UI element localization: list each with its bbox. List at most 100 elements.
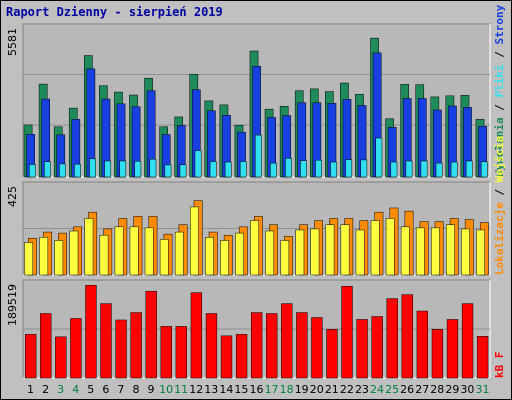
bar-wejscia-day-31 [476,229,485,276]
bar-wejscia-day-5 [84,218,94,276]
ymax-label-top: 5581 [6,28,19,56]
bar-kb-day-27 [416,310,429,379]
bar-wejscia-day-26 [400,226,410,276]
x-tick-label: 4 [72,383,79,396]
bar-kb-day-24 [371,316,383,379]
x-tick-label: 31 [475,383,489,396]
x-tick-label: 7 [117,383,124,396]
x-tick-label: 30 [460,383,474,396]
bar-wejscia-day-13 [205,237,214,276]
bar-wejscia-day-22 [340,224,350,276]
x-tick-label: 10 [159,383,173,396]
bar-wejscia-day-2 [39,237,49,276]
bar-pliki-day-4 [74,163,81,178]
bars [23,37,489,379]
bar-wejscia-day-21 [325,224,335,276]
bar-kb-day-26 [401,294,413,379]
bar-kb-day-31 [476,336,489,379]
legend-entry: Wejścia [493,136,506,182]
bar-pliki-day-26 [405,160,413,178]
legend-entry: Strony [493,4,506,44]
legend-entry: Lokalizacje [493,202,506,275]
bar-wejscia-day-11 [174,231,184,276]
bar-pliki-day-1 [29,164,36,178]
x-tick-label: 22 [340,383,354,396]
bar-pliki-day-20 [315,159,322,178]
bar-wejscia-day-25 [385,218,395,276]
bar-kb-day-15 [235,334,248,379]
bar-wejscia-day-19 [295,229,305,276]
bar-kb-day-14 [220,335,233,379]
x-tick-label: 29 [445,383,459,396]
bar-pliki-day-24 [375,137,383,178]
bar-kb-day-28 [431,329,444,379]
x-tick-label: 11 [174,383,188,396]
bar-kb-day-23 [356,319,368,379]
bar-wejscia-day-30 [461,228,470,276]
bar-wejscia-day-9 [144,227,154,276]
legend-separator: / [493,98,506,118]
bar-kb-day-20 [311,317,323,379]
bar-pliki-day-6 [104,160,112,178]
x-tick-label: 15 [234,383,248,396]
x-tick-label: 6 [102,383,109,396]
bar-pliki-day-10 [164,164,172,178]
bar-pliki-day-13 [209,161,217,178]
bar-pliki-day-9 [149,158,157,178]
bar-wejscia-day-29 [446,224,455,276]
bar-pliki-day-5 [89,158,96,178]
bar-kb-day-8 [130,312,142,379]
x-tick-label: 24 [370,383,384,396]
bar-wejscia-day-18 [280,240,290,276]
bar-wejscia-day-16 [250,220,260,276]
bar-pliki-day-18 [285,158,292,178]
x-tick-label: 21 [325,383,339,396]
bar-wejscia-day-7 [114,226,124,276]
bar-kb-day-2 [40,313,52,379]
bar-wejscia-day-20 [310,228,320,276]
legend-0: Wywołania / Pliki / Strony [493,4,506,177]
bar-wejscia-day-28 [430,227,440,276]
bar-wejscia-day-8 [129,226,139,276]
bar-pliki-day-29 [450,161,458,178]
ymax-label-middle: 425 [6,186,19,207]
x-tick-label: 18 [280,383,294,396]
legend-separator: / [493,45,506,65]
bar-kb-day-12 [190,292,203,379]
bar-kb-day-11 [175,326,188,379]
bar-wejscia-day-15 [235,232,244,276]
bar-kb-day-29 [446,319,459,379]
bar-wejscia-day-4 [69,230,79,276]
x-tick-label: 17 [265,383,279,396]
bar-kb-day-3 [55,336,67,379]
bar-kb-day-16 [250,312,263,379]
bar-wejscia-day-6 [99,234,109,276]
bar-pliki-day-15 [239,161,247,178]
bar-kb-day-30 [461,303,474,379]
x-tick-label: 9 [148,383,155,396]
x-tick-label: 19 [295,383,309,396]
bar-wejscia-day-24 [370,220,380,276]
x-tick-label: 27 [415,383,429,396]
bar-pliki-day-30 [465,160,473,178]
legend-2: kB F [493,352,506,379]
bar-pliki-day-16 [254,134,262,178]
x-tick-label: 14 [219,383,233,396]
x-tick-label: 23 [355,383,369,396]
bar-pliki-day-8 [134,160,142,178]
bar-pliki-day-23 [360,159,368,178]
x-tick-label: 5 [87,383,94,396]
bar-kb-day-21 [326,329,338,379]
x-tick-label: 3 [57,383,64,396]
bar-kb-day-22 [341,285,353,379]
legend-entry: kB F [493,352,506,379]
bar-pliki-day-11 [179,164,187,178]
bar-kb-day-1 [25,334,37,379]
ymax-label-bottom: 189519 [6,284,19,326]
bar-wejscia-day-12 [189,206,199,276]
legend-entry: Wywołania [493,117,506,177]
bar-pliki-day-31 [480,161,488,178]
bar-kb-day-10 [160,326,172,379]
legend-1: Lokalizacje / Wejścia [493,136,506,275]
